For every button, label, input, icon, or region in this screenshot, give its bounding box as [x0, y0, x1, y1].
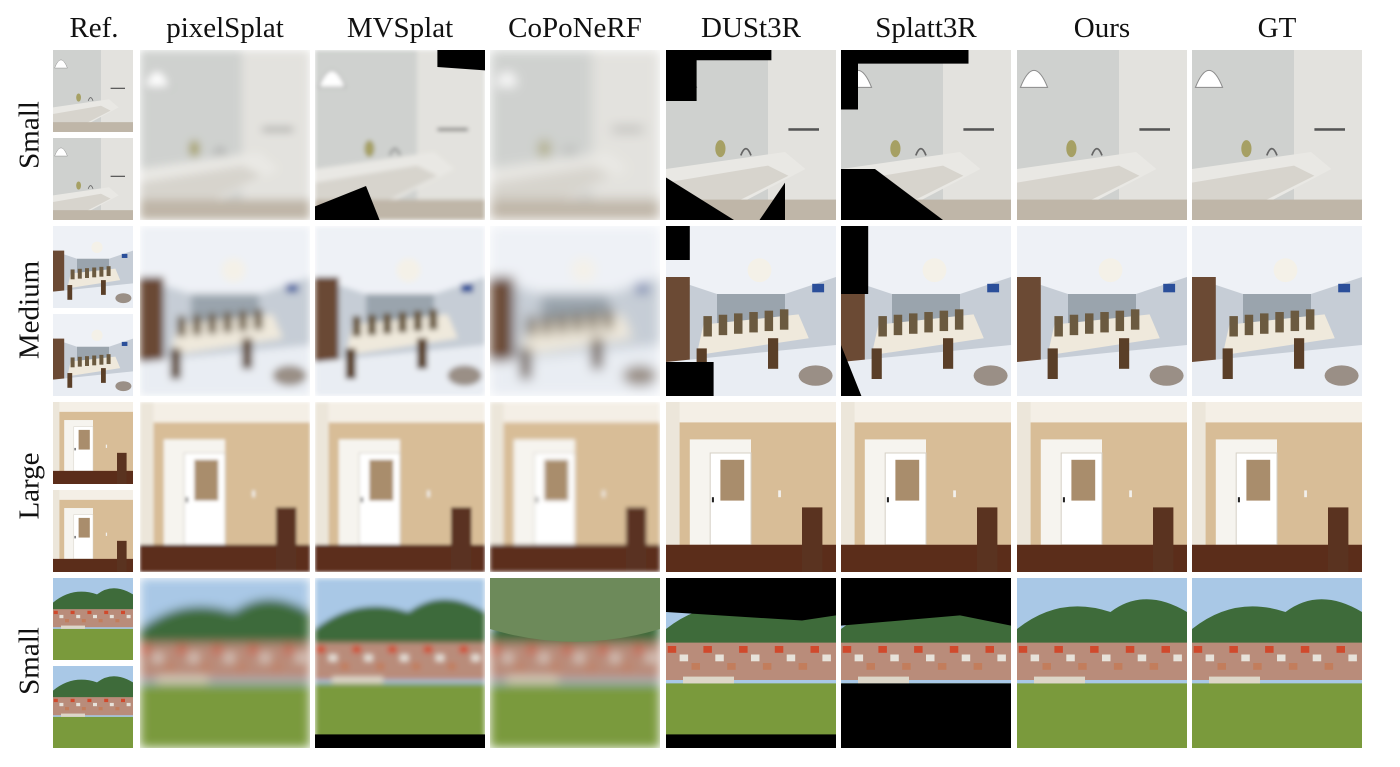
ref-image-top [53, 226, 133, 308]
render-gt [1192, 578, 1362, 748]
render-ours [1017, 50, 1187, 220]
render-pixelsplat [140, 402, 310, 572]
render-gt [1192, 50, 1362, 220]
render-pixelsplat [140, 578, 310, 748]
ref-image-top [53, 50, 133, 132]
column-header-splatt3r: Splatt3R [875, 12, 977, 44]
column-header-ours: Ours [1073, 12, 1131, 44]
ref-image-bottom [53, 314, 133, 396]
render-mvsplat [315, 402, 485, 572]
render-splatt3r [841, 50, 1011, 220]
render-pixelsplat [140, 50, 310, 220]
column-header-gt: GT [1257, 12, 1297, 44]
render-splatt3r [841, 226, 1011, 396]
column-header-ref: Ref. [69, 12, 119, 44]
render-dust3r [666, 50, 836, 220]
render-coponerf [490, 578, 660, 748]
column-header-mvsplat: MVSplat [346, 12, 454, 44]
render-dust3r [666, 402, 836, 572]
render-coponerf [490, 402, 660, 572]
render-dust3r [666, 226, 836, 396]
render-pixelsplat [140, 226, 310, 396]
render-coponerf [490, 226, 660, 396]
render-dust3r [666, 578, 836, 748]
render-gt [1192, 402, 1362, 572]
ref-image-top [53, 578, 133, 660]
render-mvsplat [315, 578, 485, 748]
ref-image-bottom [53, 666, 133, 748]
ref-image-bottom [53, 490, 133, 572]
column-header-pixelsplat: pixelSplat [166, 12, 284, 44]
render-ours [1017, 226, 1187, 396]
render-mvsplat [315, 50, 485, 220]
render-splatt3r [841, 402, 1011, 572]
column-header-coponerf: CoPoNeRF [508, 12, 642, 44]
ref-image-top [53, 402, 133, 484]
ref-image-bottom [53, 138, 133, 220]
render-gt [1192, 226, 1362, 396]
render-splatt3r [841, 578, 1011, 748]
render-mvsplat [315, 226, 485, 396]
render-coponerf [490, 50, 660, 220]
column-header-dust3r: DUSt3R [701, 12, 801, 44]
render-ours [1017, 402, 1187, 572]
render-ours [1017, 578, 1187, 748]
